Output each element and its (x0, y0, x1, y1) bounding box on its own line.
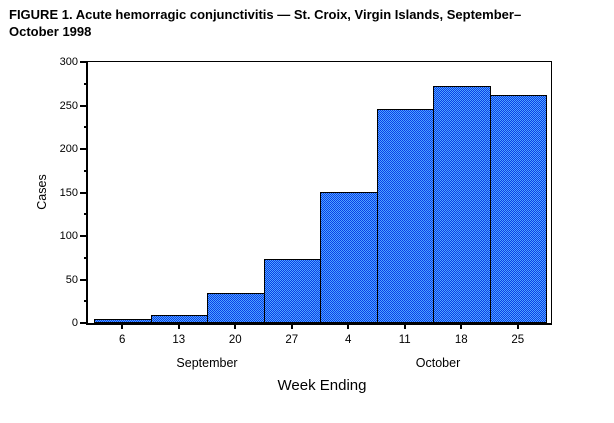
figure-title: FIGURE 1. Acute hemorragic conjunctiviti… (9, 6, 609, 40)
y-major-tick (80, 322, 88, 324)
bar-week-6 (94, 319, 152, 323)
x-tick (290, 325, 293, 329)
y-tick-label: 250 (59, 99, 78, 112)
bar-week-20 (207, 293, 265, 323)
bar-week-13 (150, 315, 208, 323)
y-tick-label: 200 (59, 143, 78, 155)
y-major-tick (80, 148, 88, 150)
y-axis-title: Cases (35, 174, 49, 210)
x-tick (121, 325, 124, 329)
y-minor-tick (84, 126, 88, 129)
x-tick (403, 325, 406, 329)
x-tick-label: 4 (345, 334, 352, 346)
x-tick-label: 27 (285, 334, 299, 346)
bar-week-18 (433, 86, 491, 323)
x-tick-label: 18 (454, 334, 468, 346)
month-label-september: September (176, 356, 238, 370)
y-tick-label: 50 (65, 273, 78, 286)
x-tick (460, 325, 463, 329)
y-minor-tick (84, 213, 88, 216)
bar-week-27 (263, 259, 321, 323)
plot-frame-right (551, 61, 552, 325)
y-major-tick (80, 235, 88, 237)
x-tick (234, 325, 237, 329)
y-tick-label: 0 (71, 317, 78, 329)
x-tick (347, 325, 350, 329)
x-tick-label: 20 (228, 334, 242, 346)
x-tick-label: 25 (511, 334, 525, 346)
y-tick-label: 100 (59, 230, 78, 242)
y-tick-label: 300 (59, 56, 78, 68)
bar-week-4 (320, 192, 378, 323)
x-tick-label: 6 (119, 334, 126, 346)
y-minor-tick (84, 169, 88, 172)
y-minor-tick (84, 82, 88, 85)
figure-title-line2: October 1998 (9, 24, 92, 39)
x-tick-label: 11 (398, 334, 411, 346)
bar-week-25 (489, 95, 547, 323)
y-major-tick (80, 191, 88, 194)
bar-week-11 (376, 109, 434, 323)
x-tick (177, 325, 180, 329)
y-major-tick (80, 278, 88, 281)
month-label-october: October (415, 356, 461, 370)
x-axis-line (86, 323, 552, 325)
figure-title-line1: FIGURE 1. Acute hemorragic conjunctiviti… (9, 7, 522, 22)
x-tick (516, 325, 519, 329)
y-major-tick (80, 104, 88, 107)
x-axis-title: Week Ending (277, 377, 367, 394)
y-tick-label: 150 (59, 186, 78, 199)
y-minor-tick (84, 300, 88, 303)
y-minor-tick (84, 256, 88, 259)
x-tick-label: 13 (172, 334, 186, 346)
plot-frame-top (86, 61, 552, 62)
y-major-tick (80, 61, 88, 63)
